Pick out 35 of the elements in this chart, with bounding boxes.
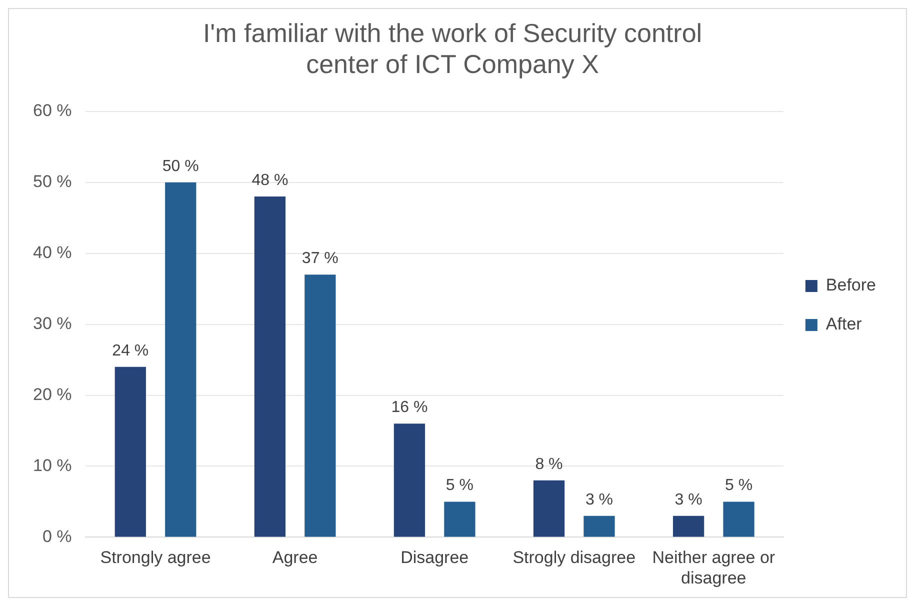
bar (672, 516, 704, 537)
data-label: 3 % (674, 491, 702, 508)
y-tick-label: 20 % (33, 384, 72, 404)
data-label: 37 % (302, 250, 338, 268)
x-tick-label: Disagree (400, 548, 469, 568)
bar (533, 480, 565, 537)
x-tick-label: Neither agree or disagree (652, 548, 776, 588)
y-tick-label: 30 % (33, 314, 72, 333)
bar (723, 502, 754, 537)
data-label: 8 % (535, 456, 563, 473)
data-label: 16 % (391, 399, 428, 416)
data-label: 24 % (112, 342, 149, 360)
bar (114, 366, 146, 537)
bar (584, 516, 615, 537)
bar (254, 196, 286, 537)
x-tick-label: Agree (272, 548, 318, 568)
data-label: 3 % (585, 491, 614, 508)
data-label: 5 % (446, 477, 474, 494)
bar (304, 274, 336, 537)
x-tick-label: Strogly disagree (512, 548, 636, 568)
data-label: 5 % (724, 477, 753, 494)
chart-title: I'm familiar with the work of Security control center of ICT Company X (202, 18, 702, 79)
legend-label: After (826, 314, 862, 334)
legend-label: Before (826, 276, 876, 295)
y-tick-label: 50 % (33, 172, 72, 192)
bar (394, 424, 426, 537)
y-tick-label: 60 % (33, 101, 72, 120)
y-tick-label: 10 % (33, 456, 72, 475)
y-tick-label: 0 % (42, 526, 72, 546)
data-label: 50 % (162, 158, 199, 175)
bar (165, 182, 196, 537)
bar (444, 502, 476, 537)
data-label: 48 % (252, 172, 288, 189)
x-tick-label: Strongly agree (100, 548, 211, 568)
y-tick-label: 40 % (33, 243, 72, 262)
